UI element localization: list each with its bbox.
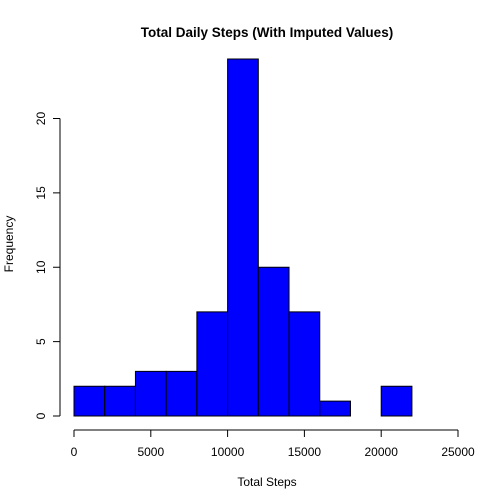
x-tick-label: 15000: [288, 445, 322, 459]
histogram-bar: [227, 58, 259, 417]
x-axis: 0 5000 10000 15000 20000 25000: [71, 429, 475, 459]
histogram-bar: [134, 370, 167, 417]
bars-group: [73, 58, 413, 417]
y-axis-label: Frequency: [2, 216, 16, 273]
x-tick-label: 25000: [441, 445, 475, 459]
y-tick-label: 5: [34, 338, 48, 345]
x-tick-label: 0: [71, 445, 78, 459]
y-tick-label: 10: [34, 260, 48, 274]
histogram-bar: [319, 400, 351, 417]
y-tick-label: 15: [34, 186, 48, 200]
x-tick-label: 20000: [365, 445, 399, 459]
histogram-bar: [257, 266, 290, 417]
histogram-bar: [196, 311, 229, 417]
histogram-bar: [165, 370, 198, 417]
y-tick-label: 20: [34, 112, 48, 126]
histogram-bar: [288, 311, 321, 417]
y-tick-label: 0: [34, 412, 48, 419]
y-axis: 0 5 10 15 20: [34, 112, 61, 419]
x-tick-label: 10000: [211, 445, 245, 459]
histogram-bar: [73, 385, 106, 417]
chart-title: Total Daily Steps (With Imputed Values): [141, 25, 393, 40]
x-tick-label: 5000: [137, 445, 164, 459]
histogram-bar: [380, 385, 413, 417]
histogram-bar: [104, 385, 136, 417]
x-axis-label: Total Steps: [237, 475, 296, 489]
